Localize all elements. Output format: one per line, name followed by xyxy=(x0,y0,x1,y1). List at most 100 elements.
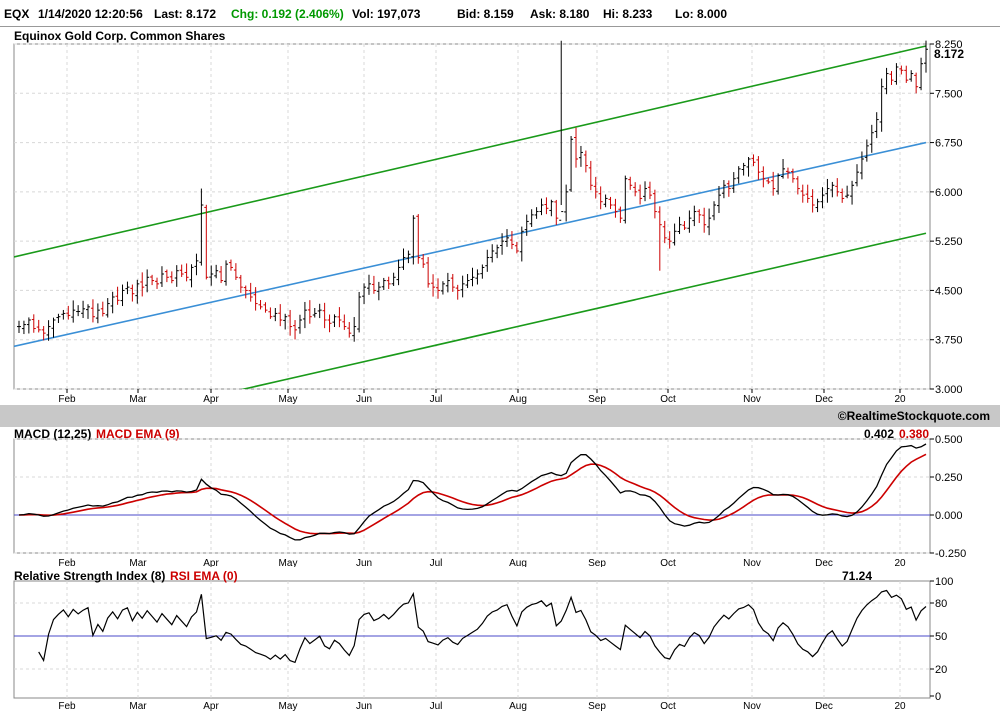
rsi-xtick-label: Apr xyxy=(203,701,219,712)
ohlc-bar xyxy=(716,186,721,214)
ohlc-bar xyxy=(854,164,859,187)
ohlc-bar xyxy=(781,159,786,179)
ohlc-bar xyxy=(500,233,505,255)
ohlc-bar xyxy=(169,271,174,284)
ohlc-bar xyxy=(61,309,66,320)
ohlc-bar xyxy=(86,304,91,319)
rsi-title: Relative Strength Index (8) xyxy=(14,569,165,583)
ohlc-bar xyxy=(825,178,830,203)
ohlc-bar xyxy=(756,156,761,180)
ohlc-bar xyxy=(559,40,564,221)
ohlc-bar xyxy=(869,124,874,153)
ohlc-bar xyxy=(371,275,376,294)
ohlc-bar xyxy=(199,188,204,266)
ohlc-bar xyxy=(509,231,514,250)
ohlc-bar xyxy=(204,204,209,280)
macd-xtick-label: Dec xyxy=(815,558,833,567)
ohlc-bar xyxy=(130,284,135,302)
ohlc-bar xyxy=(421,254,426,268)
rsi-xtick-label: Oct xyxy=(660,701,676,712)
ohlc-bar xyxy=(455,284,460,300)
ohlc-bar xyxy=(919,57,924,91)
ohlc-bar xyxy=(771,171,776,196)
ohlc-bar xyxy=(495,244,500,259)
rsi-xtick-label: May xyxy=(279,701,298,712)
ohlc-bar xyxy=(864,139,869,162)
ohlc-bar xyxy=(480,264,485,279)
watermark-text: ©RealtimeStockquote.com xyxy=(837,409,990,423)
rsi-xtick-label: 20 xyxy=(894,701,906,712)
ohlc-bar xyxy=(317,303,322,319)
ohlc-bar xyxy=(445,272,450,293)
rsi-value: 71.24 xyxy=(842,569,872,583)
macd-ytick-label: 0.500 xyxy=(935,434,963,446)
ohlc-bar xyxy=(233,263,238,280)
ohlc-bar xyxy=(209,265,214,286)
rsi-xtick-label: Nov xyxy=(743,701,761,712)
ohlc-bar xyxy=(214,264,219,279)
ohlc-bar xyxy=(288,309,293,336)
ohlc-bar xyxy=(652,189,657,219)
macd-title: MACD (12,25) xyxy=(14,427,91,441)
ohlc-bar xyxy=(450,273,455,292)
ohlc-bar xyxy=(623,175,628,224)
price-xtick-label: Mar xyxy=(129,394,147,405)
price-xtick-label: Oct xyxy=(660,394,676,405)
ohlc-bar xyxy=(159,266,164,287)
ohlc-bar xyxy=(366,274,371,295)
ohlc-bar xyxy=(519,226,524,262)
ohlc-bar xyxy=(322,302,327,329)
ohlc-bar xyxy=(643,181,648,202)
ohlc-bar xyxy=(243,285,248,299)
price-ytick-label: 6.750 xyxy=(935,138,963,150)
macd-xtick-label: Jul xyxy=(430,558,443,567)
rsi-ytick-label: 100 xyxy=(935,576,953,588)
ohlc-bar xyxy=(810,189,815,213)
ohlc-bar xyxy=(470,267,475,287)
ohlc-bar xyxy=(465,273,470,289)
ohlc-bar xyxy=(647,181,652,200)
ohlc-bar xyxy=(71,300,76,323)
ohlc-bar xyxy=(795,176,800,195)
ohlc-bar xyxy=(776,173,781,195)
ohlc-bar xyxy=(253,287,258,311)
quote-ask: Ask: 8.180 xyxy=(530,7,590,21)
ohlc-bar xyxy=(879,78,884,132)
macd-line xyxy=(18,443,927,541)
ohlc-bar xyxy=(31,314,36,333)
rsi-xtick-label: Feb xyxy=(58,701,76,712)
price-chart-title: Equinox Gold Corp. Common Shares xyxy=(14,29,226,43)
macd-signal-title: MACD EMA (9) xyxy=(96,427,180,441)
ohlc-bar xyxy=(603,194,608,208)
ohlc-bar xyxy=(297,314,302,334)
ohlc-bar xyxy=(628,176,633,190)
ohlc-bar xyxy=(608,196,613,209)
ohlc-bar xyxy=(904,65,909,83)
ohlc-bar xyxy=(431,274,436,297)
ohlc-bar xyxy=(564,184,569,222)
quote-symbol: EQX xyxy=(4,7,30,21)
macd-ytick-label: -0.250 xyxy=(935,548,966,560)
ohlc-bar xyxy=(21,320,26,335)
ohlc-bar xyxy=(440,281,445,295)
price-xtick-label: Sep xyxy=(588,394,606,405)
ohlc-bar xyxy=(712,201,717,221)
quote-high: Hi: 8.233 xyxy=(603,7,653,21)
ohlc-bar xyxy=(411,215,416,265)
ohlc-bar xyxy=(391,272,396,286)
quote-low: Lo: 8.000 xyxy=(675,7,728,21)
ohlc-bar xyxy=(549,199,554,217)
ohlc-bar xyxy=(884,67,889,95)
ohlc-bar xyxy=(820,187,825,209)
ohlc-bar xyxy=(785,167,790,179)
rsi-xtick-label: Jun xyxy=(356,701,372,712)
ohlc-bar xyxy=(342,314,347,330)
rsi-ytick-label: 50 xyxy=(935,631,947,643)
ohlc-bar xyxy=(899,65,904,75)
macd-ytick-label: 0.250 xyxy=(935,472,963,484)
ohlc-bar xyxy=(845,185,850,199)
rsi-ytick-label: 0 xyxy=(935,691,941,703)
ohlc-bar xyxy=(840,188,845,203)
ohlc-bar xyxy=(140,272,145,297)
ohlc-bar xyxy=(751,154,756,167)
